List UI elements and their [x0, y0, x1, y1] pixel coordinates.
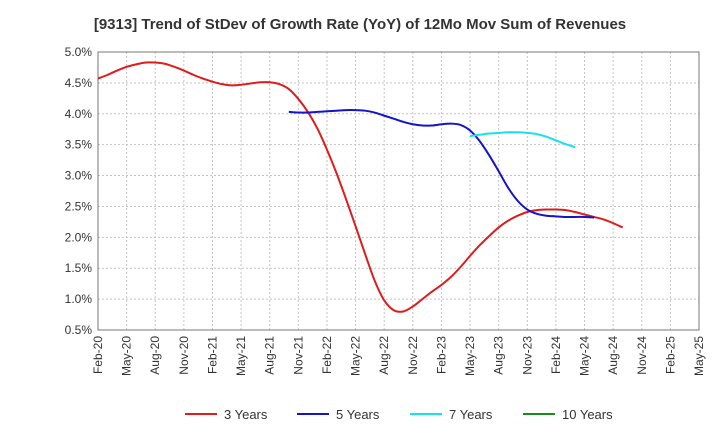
x-tick-label: Aug-23 [492, 336, 506, 375]
x-tick-label: May-25 [692, 336, 706, 376]
x-tick-label: Nov-22 [406, 336, 420, 375]
x-tick-label: Nov-23 [520, 336, 534, 375]
series-line-7-years [469, 131, 576, 149]
x-tick-label: Aug-20 [148, 336, 162, 375]
y-tick-label: 3.0% [65, 169, 93, 183]
legend-label-5-years: 5 Years [336, 407, 380, 422]
legend: 3 Years 5 Years 7 Years 10 Years [185, 407, 613, 422]
y-tick-label: 0.5% [65, 323, 93, 337]
legend-label-7-years: 7 Years [449, 407, 493, 422]
series-line-5-years [288, 108, 595, 219]
axes: 0.5% 1.0% 1.5% 2.0% 2.5% 3.0% 3.5% 4.0% 4.5% 5.0%… [65, 45, 706, 376]
y-tick-label: 4.5% [65, 76, 93, 90]
y-tick-label: 5.0% [65, 45, 93, 59]
x-tick-label: Nov-20 [177, 336, 191, 375]
chart-title: [9313] Trend of StDev of Growth Rate (Yo… [94, 16, 626, 33]
y-tick-label: 3.5% [65, 138, 93, 152]
x-tick-label: Nov-24 [635, 336, 649, 375]
y-tick-label: 1.0% [65, 292, 93, 306]
legend-label-10-years: 10 Years [562, 407, 613, 422]
x-tick-label: May-21 [234, 336, 248, 376]
x-tick-label: Feb-23 [434, 336, 448, 374]
y-tick-label: 2.5% [65, 199, 93, 213]
x-tick-label: May-24 [578, 336, 592, 376]
x-tick-label: Aug-21 [263, 336, 277, 375]
x-tick-label: May-22 [349, 336, 363, 376]
x-tick-label: Nov-21 [291, 336, 305, 375]
x-tick-label: Feb-21 [205, 336, 219, 374]
x-tick-label: Feb-20 [91, 336, 105, 374]
legend-label-3-years: 3 Years [224, 407, 268, 422]
y-tick-label: 4.0% [65, 107, 93, 121]
y-tick-label: 1.5% [65, 261, 93, 275]
x-tick-label: Aug-24 [606, 336, 620, 375]
x-tick-label: Aug-22 [377, 336, 391, 375]
y-tick-label: 2.0% [65, 230, 93, 244]
x-tick-label: May-23 [463, 336, 477, 376]
grid-lines [97, 51, 700, 331]
series-line-3-years [97, 61, 624, 313]
series-lines [97, 61, 624, 313]
x-tick-label: May-20 [120, 336, 134, 376]
x-tick-label: Feb-24 [549, 336, 563, 374]
plot-frame [97, 51, 700, 331]
x-tick-label: Feb-22 [320, 336, 334, 374]
x-tick-label: Feb-25 [663, 336, 677, 374]
